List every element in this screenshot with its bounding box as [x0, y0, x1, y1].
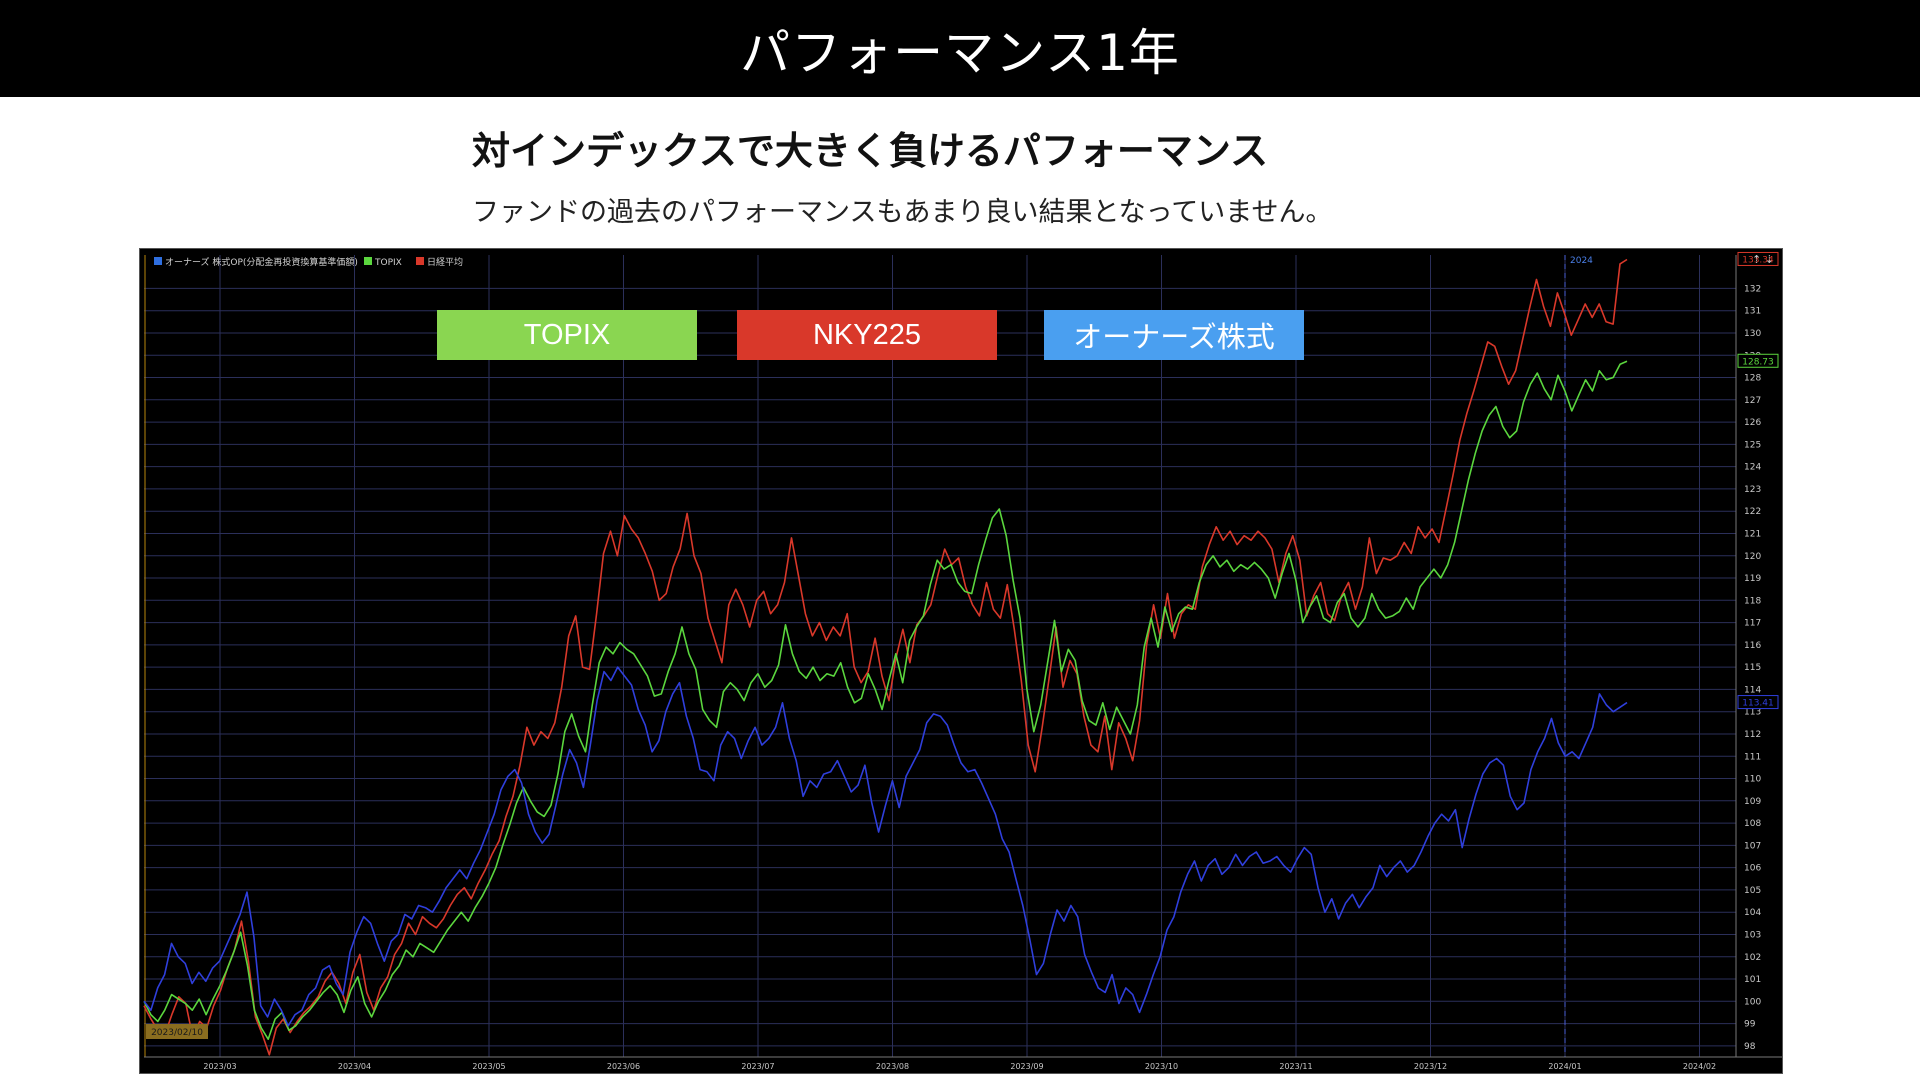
y-tick-label: 104 — [1744, 908, 1761, 918]
y-tick-label: 118 — [1744, 596, 1761, 606]
y-tick-label: 122 — [1744, 507, 1761, 517]
inner-legend-swatch — [154, 257, 162, 265]
y-tick-label: 127 — [1744, 396, 1761, 406]
y-tick-label: 116 — [1744, 641, 1761, 651]
inner-legend-label: TOPIX — [374, 258, 402, 268]
y-tick-label: 130 — [1744, 329, 1761, 339]
inner-legend-label: 日経平均 — [427, 256, 463, 268]
legend-box-owners-label: オーナーズ株式 — [1073, 322, 1275, 354]
y-tick-label: 106 — [1744, 864, 1761, 874]
inner-legend-swatch — [364, 257, 372, 265]
y-tick-label: 105 — [1744, 886, 1761, 896]
legend-box-nky225: NKY225 — [737, 310, 997, 360]
series-line-1 — [143, 360, 1628, 1041]
horizontal-gridlines — [144, 287, 1736, 1047]
y-tick-label: 99 — [1744, 1020, 1756, 1030]
year-divider-label: 2024 — [1570, 256, 1593, 266]
y-tick-label: 121 — [1744, 529, 1761, 539]
y-tick-label: 114 — [1744, 685, 1761, 695]
line-chart: 98 99 100 101 102 103 104 105 106 107 108 109 110 111… — [143, 251, 1782, 1071]
inner-legend-swatch — [416, 257, 424, 265]
x-tick-label: 2023/04 — [338, 1062, 371, 1071]
y-tick-label: 109 — [1744, 797, 1761, 807]
y-tick-label: 115 — [1744, 663, 1761, 673]
series-layer — [143, 258, 1628, 1056]
axis-layer: 98 99 100 101 102 103 104 105 106 107 108 109 110 111… — [144, 251, 1782, 1071]
y-tick-label: 102 — [1744, 953, 1761, 963]
y-tick-label: 101 — [1744, 975, 1761, 985]
y-tick-label: 110 — [1744, 775, 1761, 785]
legend-box-topix-label: TOPIX — [523, 318, 611, 351]
y-tick-label: 124 — [1744, 463, 1761, 473]
y-tick-label: 123 — [1744, 485, 1761, 495]
page-title: パフォーマンス1年 — [740, 23, 1180, 82]
legend-box-topix: TOPIX — [437, 310, 697, 360]
x-tick-label: 2024/01 — [1548, 1062, 1581, 1071]
y-tick-label: 125 — [1744, 440, 1761, 450]
x-tick-label: 2023/05 — [472, 1062, 505, 1071]
last-value-label: 113.41 — [1742, 699, 1774, 709]
x-tick-label: 2023/12 — [1414, 1062, 1447, 1071]
y-tick-label: 107 — [1744, 841, 1761, 851]
x-tick-label: 2023/10 — [1145, 1062, 1178, 1071]
y-tick-label: 126 — [1744, 418, 1761, 428]
description: ファンドの過去のパフォーマンスもあまり良い結果となっていません。 — [472, 197, 1333, 228]
vertical-gridlines — [144, 255, 1700, 1057]
series-line-0 — [143, 258, 1628, 1056]
legend-box-owners: オーナーズ株式 — [1044, 310, 1304, 360]
y-tick-label: 111 — [1744, 752, 1761, 762]
y-tick-label: 100 — [1744, 997, 1761, 1007]
y-tick-label: 120 — [1744, 552, 1761, 562]
inner-legend: オーナーズ 株式OP(分配金再投資換算基準価額) TOPIX 日経平均 — [154, 256, 463, 268]
y-tick-label: 112 — [1744, 730, 1761, 740]
start-date-tag — [146, 1024, 208, 1039]
subheading: 対インデックスで大きく負けるパフォーマンス — [472, 129, 1269, 173]
y-tick-label: 132 — [1744, 284, 1761, 294]
y-tick-label: 128 — [1744, 374, 1761, 384]
x-tick-label: 2023/08 — [876, 1062, 909, 1071]
x-tick-label: 2023/03 — [203, 1062, 236, 1071]
y-tick-label: 119 — [1744, 574, 1761, 584]
y-tick-label: 108 — [1744, 819, 1761, 829]
x-tick-label: 2024/02 — [1683, 1062, 1716, 1071]
chart-panel: 98 99 100 101 102 103 104 105 106 107 108 109 110 111… — [139, 248, 1783, 1074]
scroll-arrows-icon: ⇡ ⇣ — [1752, 253, 1774, 266]
x-tick-label: 2023/07 — [741, 1062, 774, 1071]
y-tick-label: 98 — [1744, 1042, 1756, 1052]
x-tick-label: 2023/09 — [1010, 1062, 1043, 1071]
last-value-box — [1737, 353, 1779, 368]
series-line-2 — [143, 666, 1628, 1027]
y-tick-label: 117 — [1744, 619, 1761, 629]
y-tick-label: 131 — [1744, 307, 1761, 317]
last-value-box — [1737, 251, 1779, 266]
start-date-label: 2023/02/10 — [151, 1028, 203, 1038]
last-value-box — [1737, 695, 1779, 710]
x-tick-label: 2023/11 — [1279, 1062, 1312, 1071]
title-banner: パフォーマンス1年 — [0, 0, 1920, 97]
y-tick-label: 103 — [1744, 930, 1761, 940]
legend-box-nky225-label: NKY225 — [812, 318, 921, 351]
y-tick-label: 113 — [1744, 708, 1761, 718]
last-value-label: 128.73 — [1742, 357, 1774, 367]
last-value-label: 133.34 — [1742, 255, 1774, 265]
x-tick-label: 2023/06 — [607, 1062, 640, 1071]
inner-legend-label: オーナーズ 株式OP(分配金再投資換算基準価額) — [165, 256, 358, 268]
